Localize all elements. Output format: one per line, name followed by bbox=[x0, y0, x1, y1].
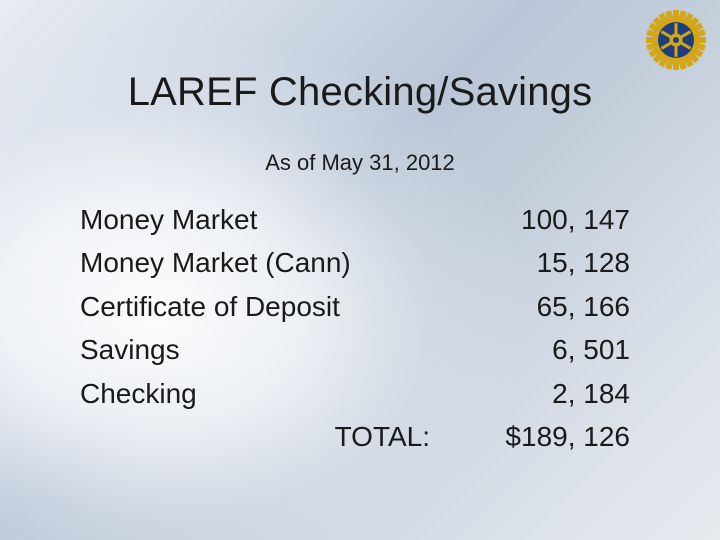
account-label: Savings bbox=[80, 328, 470, 371]
account-label: Money Market (Cann) bbox=[80, 241, 470, 284]
account-value: 15, 128 bbox=[470, 241, 630, 284]
account-label: Checking bbox=[80, 372, 470, 415]
total-value: $189, 126 bbox=[470, 415, 630, 458]
total-row: TOTAL: $189, 126 bbox=[80, 415, 630, 458]
accounts-list: Money Market 100, 147 Money Market (Cann… bbox=[80, 198, 630, 458]
account-row: Certificate of Deposit 65, 166 bbox=[80, 285, 630, 328]
slide-subtitle: As of May 31, 2012 bbox=[0, 150, 720, 176]
total-label: TOTAL: bbox=[80, 415, 470, 458]
account-label: Money Market bbox=[80, 198, 470, 241]
slide: LAREF Checking/Savings As of May 31, 201… bbox=[0, 0, 720, 540]
account-row: Money Market 100, 147 bbox=[80, 198, 630, 241]
account-value: 6, 501 bbox=[470, 328, 630, 371]
account-value: 65, 166 bbox=[470, 285, 630, 328]
account-row: Money Market (Cann) 15, 128 bbox=[80, 241, 630, 284]
account-row: Checking 2, 184 bbox=[80, 372, 630, 415]
account-label: Certificate of Deposit bbox=[80, 285, 470, 328]
slide-title: LAREF Checking/Savings bbox=[0, 70, 720, 115]
account-row: Savings 6, 501 bbox=[80, 328, 630, 371]
rotary-logo-icon bbox=[646, 10, 706, 70]
account-value: 100, 147 bbox=[470, 198, 630, 241]
account-value: 2, 184 bbox=[470, 372, 630, 415]
